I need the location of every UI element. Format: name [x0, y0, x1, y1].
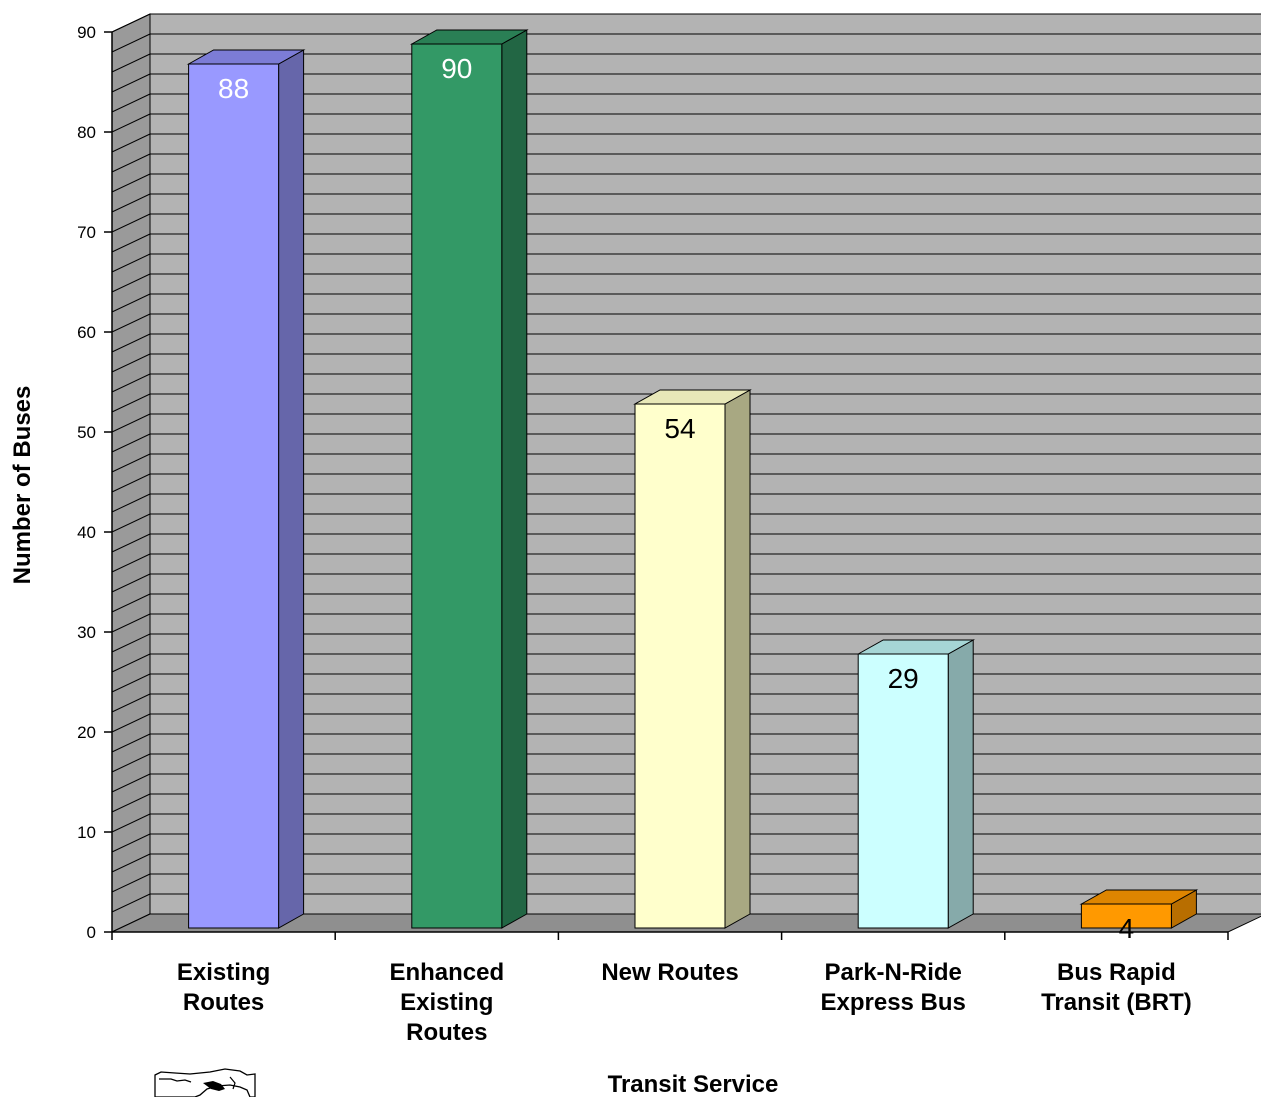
bar-side — [724, 389, 751, 929]
side-gridline — [111, 853, 151, 873]
side-gridline — [111, 633, 151, 653]
side-gridline — [111, 213, 151, 233]
y-tick-label: 0 — [87, 923, 96, 942]
side-gridline — [111, 53, 151, 73]
bar: 88 — [186, 49, 306, 929]
bar-front — [1080, 903, 1172, 929]
side-gridline — [111, 713, 151, 733]
side-gridline — [111, 493, 151, 513]
y-tick-label: 10 — [77, 823, 96, 842]
category-label-line: Routes — [183, 989, 264, 1016]
side-gridline — [111, 433, 151, 453]
side-gridline — [111, 613, 151, 633]
side-gridline — [111, 833, 151, 853]
bar: 90 — [409, 29, 529, 929]
bar-side — [947, 639, 974, 929]
category-label-line: Park-N-Ride — [825, 959, 962, 986]
bar-side — [501, 29, 528, 929]
y-tick-label: 30 — [77, 623, 96, 642]
side-gridline — [111, 313, 151, 333]
category-label-line: Routes — [406, 1019, 487, 1046]
data-label: 4 — [1119, 913, 1135, 944]
data-label: 54 — [664, 413, 695, 444]
y-tick-label: 60 — [77, 323, 96, 342]
side-gridline — [111, 773, 151, 793]
side-gridline — [111, 153, 151, 173]
side-gridline — [111, 173, 151, 193]
side-gridline — [111, 33, 151, 53]
bar-front — [857, 653, 949, 929]
side-gridline — [111, 473, 151, 493]
map-outline-logo — [154, 1068, 256, 1098]
category-label-line: Bus Rapid — [1057, 959, 1176, 986]
side-gridline — [111, 93, 151, 113]
side-gridline — [111, 573, 151, 593]
side-gridline — [111, 273, 151, 293]
side-gridline — [111, 813, 151, 833]
category-label-line: Express Bus — [820, 989, 965, 1016]
category-label: Enhanced Existing Routes — [389, 959, 504, 1046]
bar: 54 — [633, 389, 752, 929]
side-gridline — [111, 693, 151, 713]
bar-front — [634, 403, 726, 929]
side-gridline — [111, 453, 151, 473]
side-gridline — [111, 293, 151, 313]
side-gridline — [111, 513, 151, 533]
category-label-line: New Routes — [601, 959, 738, 986]
y-tick-label: 70 — [77, 223, 96, 242]
category-label: Park-N-Ride Express Bus — [820, 959, 965, 1016]
y-tick-label: 40 — [77, 523, 96, 542]
side-gridline — [111, 413, 151, 433]
axes — [104, 31, 1229, 940]
category-labels: Existing Routes Enhanced Existing Routes New … — [177, 959, 1192, 1046]
category-label: New Routes — [601, 959, 738, 986]
category-label-line: Existing — [177, 959, 270, 986]
y-tick-label: 80 — [77, 123, 96, 142]
side-gridline — [111, 593, 151, 613]
y-tick-label: 90 — [77, 23, 96, 42]
y-axis-title: Number of Buses — [9, 386, 36, 585]
y-tick-label: 20 — [77, 723, 96, 742]
side-wall — [111, 13, 151, 933]
category-label-line: Existing — [400, 989, 493, 1016]
category-label: Bus Rapid Transit (BRT) — [1041, 959, 1192, 1016]
side-gridline — [111, 193, 151, 213]
side-gridline — [111, 533, 151, 553]
side-gridline — [111, 753, 151, 773]
category-label: Existing Routes — [177, 959, 270, 1016]
side-gridline — [111, 73, 151, 93]
x-axis-title: Transit Service — [608, 1071, 779, 1097]
side-gridline — [111, 393, 151, 413]
side-gridline — [111, 653, 151, 673]
category-label-line: Enhanced — [389, 959, 504, 986]
side-gridline — [111, 333, 151, 353]
category-label-line: Transit (BRT) — [1041, 989, 1192, 1016]
side-gridline — [111, 113, 151, 133]
side-gridline — [111, 353, 151, 373]
data-label: 88 — [218, 73, 249, 104]
side-gridline — [111, 133, 151, 153]
side-gridline — [111, 893, 151, 913]
bar-front — [188, 63, 280, 929]
bar: 29 — [856, 639, 976, 929]
side-gridline — [111, 733, 151, 753]
side-gridline — [111, 13, 151, 33]
side-gridline — [111, 873, 151, 893]
side-gridline — [111, 233, 151, 253]
bars: 88 90 54 29 4 — [186, 29, 1199, 944]
tick-labels: 0 10 20 30 40 50 60 70 80 90 — [77, 23, 96, 942]
side-gridline — [111, 793, 151, 813]
data-label: 29 — [888, 663, 919, 694]
side-gridline — [111, 553, 151, 573]
y-tick-label: 50 — [77, 423, 96, 442]
side-gridline — [111, 673, 151, 693]
bar-front — [411, 43, 503, 929]
side-gridline — [111, 253, 151, 273]
side-gridline — [111, 373, 151, 393]
bar: 4 — [1079, 889, 1199, 944]
bar-side — [278, 49, 305, 929]
data-label: 90 — [441, 53, 472, 84]
